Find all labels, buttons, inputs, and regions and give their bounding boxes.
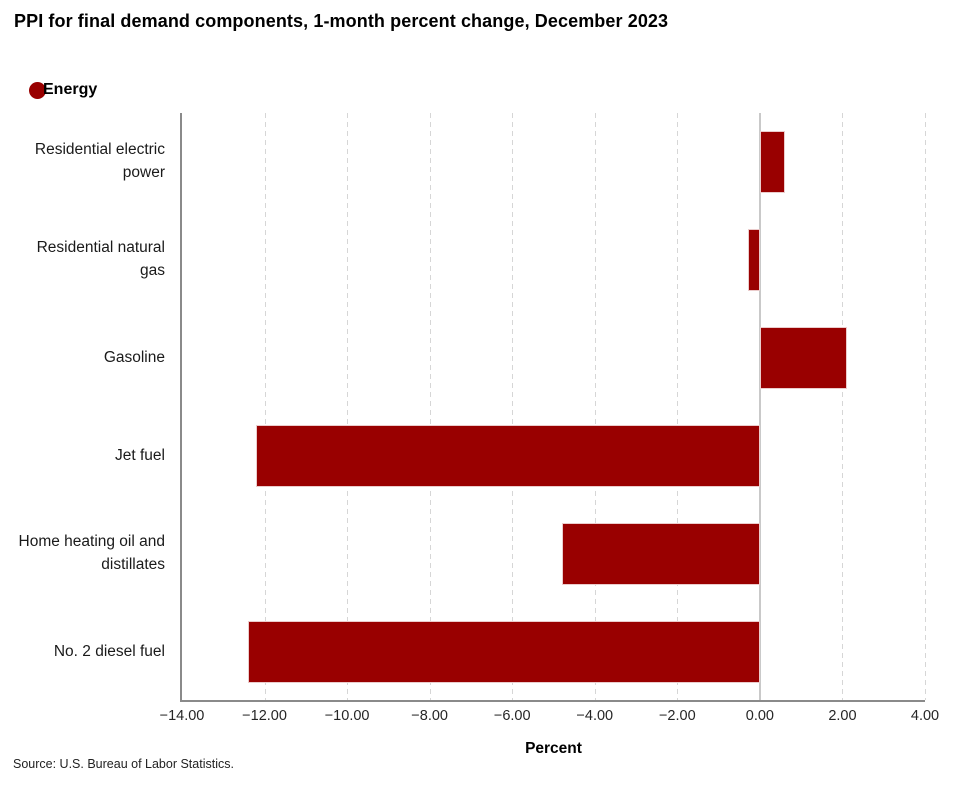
x-tick-label: −8.00 xyxy=(411,708,448,724)
gridline xyxy=(347,113,349,700)
category-label-no-2-diesel-fuel: No. 2 diesel fuel xyxy=(53,642,165,660)
x-tick-label: −12.00 xyxy=(242,708,287,724)
x-tick-label: −14.00 xyxy=(159,708,205,724)
gridline xyxy=(512,113,514,700)
legend: Energy xyxy=(29,80,97,100)
bar-gasoline[interactable] xyxy=(759,327,847,389)
bar-residential-electric-power[interactable] xyxy=(759,131,785,193)
bar-no-2-diesel-fuel[interactable] xyxy=(248,621,760,683)
category-label-jet-fuel: Jet fuel xyxy=(115,446,165,464)
x-tick-label: −4.00 xyxy=(576,708,614,724)
gridline xyxy=(594,113,596,700)
bar-residential-natural-gas[interactable] xyxy=(747,229,760,291)
legend-item-energy[interactable]: Energy xyxy=(43,81,98,98)
bar-jet-fuel[interactable] xyxy=(256,425,760,487)
bar-home-heating-oil-and-distillates[interactable] xyxy=(561,523,760,585)
x-tick-label: 2.00 xyxy=(828,708,857,724)
gridline xyxy=(264,113,266,700)
y-axis-line xyxy=(180,113,182,702)
x-tick-label: −6.00 xyxy=(493,708,531,724)
zero-line xyxy=(758,113,761,700)
gridline xyxy=(842,113,844,700)
category-label-residential-natural-gas: Residential natural gas xyxy=(36,239,165,279)
x-axis-title: Percent xyxy=(525,740,582,757)
gridline xyxy=(677,113,679,700)
page-title: PPI for final demand components, 1-month… xyxy=(14,11,669,31)
x-tick-label: −10.00 xyxy=(324,708,370,724)
legend-marker-circle-icon[interactable] xyxy=(29,81,46,99)
gridline xyxy=(429,113,431,700)
category-label-gasoline: Gasoline xyxy=(103,348,165,366)
category-label-residential-electric-power: Residential electric power xyxy=(34,141,165,181)
x-axis-line xyxy=(180,700,925,702)
x-tick-label: 4.00 xyxy=(910,708,940,724)
source-note: Source: U.S. Bureau of Labor Statistics. xyxy=(13,757,234,771)
category-label-home-heating-oil-and-distillates: Home heating oil and distillates xyxy=(18,533,166,573)
x-tick-label: −2.00 xyxy=(658,708,696,724)
x-tick-label: 0.00 xyxy=(745,708,774,724)
gridline xyxy=(925,113,926,700)
